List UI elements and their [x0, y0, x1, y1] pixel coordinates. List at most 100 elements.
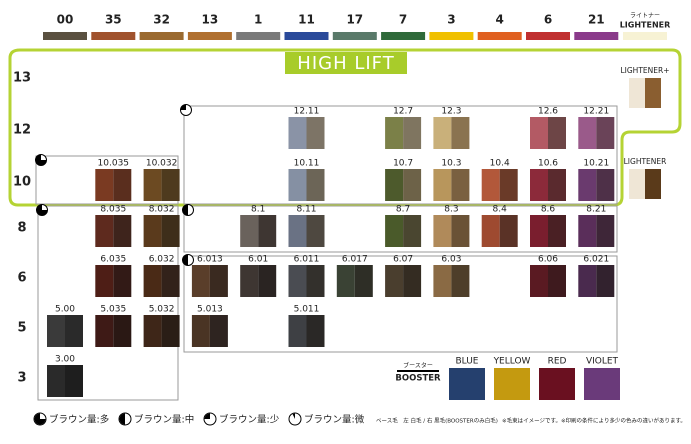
- swatch-left: [143, 315, 162, 347]
- column-label: 00: [57, 13, 74, 27]
- swatch-left: [385, 265, 404, 297]
- column-color: [187, 32, 232, 40]
- booster-swatch: [584, 368, 620, 400]
- legend-sector: [34, 413, 46, 425]
- swatch-label: 8.032: [149, 205, 175, 215]
- swatch-label: 8.21: [586, 205, 606, 215]
- row-label: 5: [17, 321, 26, 336]
- swatch-right: [113, 265, 132, 297]
- column-label: 17: [346, 13, 363, 27]
- swatch-left: [578, 117, 597, 149]
- column-color: [477, 32, 522, 40]
- swatch-right: [645, 78, 661, 108]
- swatch-left: [143, 169, 162, 201]
- swatch-left: [95, 169, 114, 201]
- column-label: 13: [202, 13, 219, 27]
- footnote: ※毛束はイメージです。※印刷の条件により多少の色みの違いがあります。: [502, 417, 686, 425]
- swatch-left: [433, 117, 452, 149]
- booster-name: BLUE: [455, 357, 478, 367]
- swatch-label: 10.11: [294, 159, 320, 169]
- row-label: 10: [13, 175, 31, 190]
- row-label: 3: [17, 371, 26, 386]
- legend-sector: [292, 413, 295, 419]
- swatch-left: [385, 215, 404, 247]
- swatch-label: 8.11: [296, 205, 316, 215]
- legend-icon: [118, 412, 132, 426]
- swatch-label: 6.035: [100, 255, 126, 265]
- swatch-left: [433, 215, 452, 247]
- legend-icon: [33, 412, 47, 426]
- legend-label: ブラウン量:少: [219, 414, 280, 426]
- column-label: 3: [447, 13, 455, 27]
- legend-label: ブラウン量:微: [304, 414, 365, 426]
- swatch-left: [433, 265, 452, 297]
- swatch-label: 5.035: [100, 305, 126, 315]
- swatch-right: [548, 215, 566, 247]
- brown-icon: [180, 104, 192, 116]
- booster-name: RED: [548, 357, 567, 367]
- booster-kana: ブースター: [403, 362, 433, 370]
- swatch-right: [161, 215, 180, 247]
- high-lift-banner: [285, 52, 407, 74]
- swatch-right: [209, 315, 228, 347]
- column-label: 32: [153, 13, 170, 27]
- swatch-right: [451, 169, 470, 201]
- group-box: [37, 205, 179, 401]
- booster-swatch: [494, 368, 530, 400]
- swatch-left: [481, 215, 500, 247]
- column-color: [429, 32, 474, 40]
- swatch-label: 8.3: [444, 205, 458, 215]
- swatch-label: 8.035: [100, 205, 126, 215]
- swatch-left: [578, 265, 597, 297]
- column-color: [284, 32, 329, 40]
- column-color: [526, 32, 570, 40]
- swatch-left: [191, 265, 210, 297]
- swatch-label: 8.1: [251, 205, 265, 215]
- swatch-left: [191, 315, 210, 347]
- column-color: [236, 32, 281, 40]
- swatch-left: [95, 315, 114, 347]
- swatch-label: 5.00: [55, 305, 75, 315]
- swatch-right: [548, 169, 566, 201]
- legend-sector: [204, 413, 210, 419]
- swatch-label: 6.032: [149, 255, 175, 265]
- footnote: ベース毛 左 白毛 / 右 黒毛(BOOSTERのみ白毛): [376, 417, 498, 425]
- lightener-kana: ライトナー: [630, 13, 660, 20]
- booster-swatch: [449, 368, 485, 400]
- swatch-left: [385, 169, 404, 201]
- high-lift-text: HIGH LIFT: [297, 53, 394, 74]
- brown-icon: [36, 204, 48, 216]
- column-color: [139, 32, 184, 40]
- brown-icon: [182, 204, 194, 216]
- legend-icon: [288, 412, 302, 426]
- swatch-label: 6.03: [441, 255, 461, 265]
- swatch-right: [161, 265, 180, 297]
- swatch-left: [530, 265, 548, 297]
- swatch-left: [433, 169, 452, 201]
- swatch-right: [645, 169, 661, 199]
- brown-icon: [35, 154, 47, 166]
- booster-name: VIOLET: [586, 357, 619, 367]
- swatch-label: 6.017: [342, 255, 368, 265]
- swatch-right: [403, 215, 422, 247]
- swatch-label: 6.013: [197, 255, 223, 265]
- swatch-right: [548, 265, 566, 297]
- swatch-left: [288, 265, 307, 297]
- swatch-right: [548, 117, 566, 149]
- legend-label: ブラウン量:多: [49, 414, 109, 426]
- lightener-header: LIGHTENER: [620, 21, 671, 30]
- swatch-left: [143, 265, 162, 297]
- swatch-right: [596, 117, 615, 149]
- group-box: [183, 255, 618, 353]
- legend-label: ブラウン量:中: [134, 414, 194, 426]
- swatch-right: [258, 215, 277, 247]
- column-color: [381, 32, 426, 40]
- swatch-label: 10.7: [393, 159, 413, 169]
- swatch-right: [161, 315, 180, 347]
- swatch-left: [288, 117, 307, 149]
- swatch-left: [95, 215, 114, 247]
- brown-icon: [182, 254, 194, 266]
- swatch-label: 8.4: [493, 205, 508, 215]
- swatch-right: [403, 117, 422, 149]
- swatch-right: [65, 315, 83, 347]
